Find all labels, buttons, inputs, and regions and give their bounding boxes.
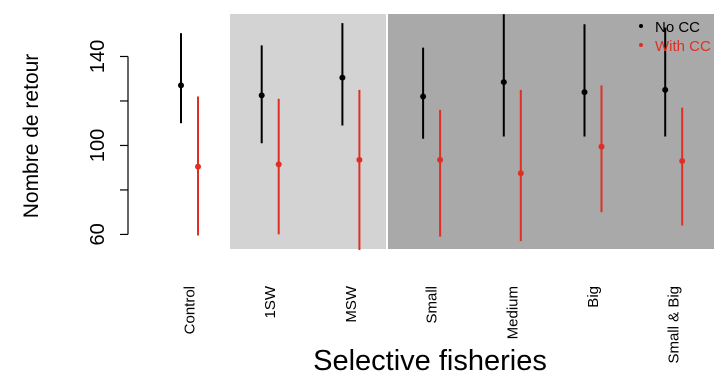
point-with-cc <box>356 156 363 163</box>
background-bands <box>230 14 714 249</box>
x-tick-label: Small & Big <box>666 286 683 364</box>
data-marks <box>178 14 686 250</box>
point-no-cc <box>662 86 669 93</box>
group-band-2 <box>388 14 714 249</box>
legend-label: With CC <box>655 38 711 55</box>
point-with-cc <box>517 170 524 177</box>
x-axis-label: Selective fisheries <box>313 345 547 377</box>
x-tick-label: 1SW <box>262 285 279 318</box>
point-no-cc <box>339 74 346 81</box>
y-axis: 60 100 140 <box>87 40 129 246</box>
legend-marker <box>639 43 643 47</box>
point-no-cc <box>420 93 427 100</box>
point-with-cc <box>679 158 686 165</box>
legend: No CC With CC <box>639 19 711 55</box>
y-tick-label: 100 <box>87 129 109 162</box>
x-tick-label: Medium <box>504 286 521 339</box>
x-tick-label: Big <box>585 286 602 308</box>
point-no-cc <box>258 92 265 99</box>
y-tick-label: 60 <box>87 223 109 245</box>
y-axis-label: Nombre de retour <box>20 54 43 219</box>
point-with-cc <box>598 143 605 150</box>
x-tick-label: Small <box>424 286 441 324</box>
legend-label: No CC <box>655 19 700 36</box>
point-no-cc <box>581 89 588 96</box>
point-with-cc <box>437 156 444 163</box>
point-no-cc <box>500 79 507 86</box>
group-band-1 <box>230 14 386 249</box>
legend-marker <box>639 24 643 28</box>
y-tick-label: 140 <box>87 40 109 73</box>
point-no-cc <box>178 82 184 89</box>
x-tick-label: MSW <box>343 285 360 323</box>
x-tick-label: Control <box>182 286 199 334</box>
point-with-cc <box>195 163 201 170</box>
x-tick-labels: Control 1SW MSW Small Medium Big Small & Big <box>182 285 683 363</box>
point-with-cc <box>275 161 282 168</box>
